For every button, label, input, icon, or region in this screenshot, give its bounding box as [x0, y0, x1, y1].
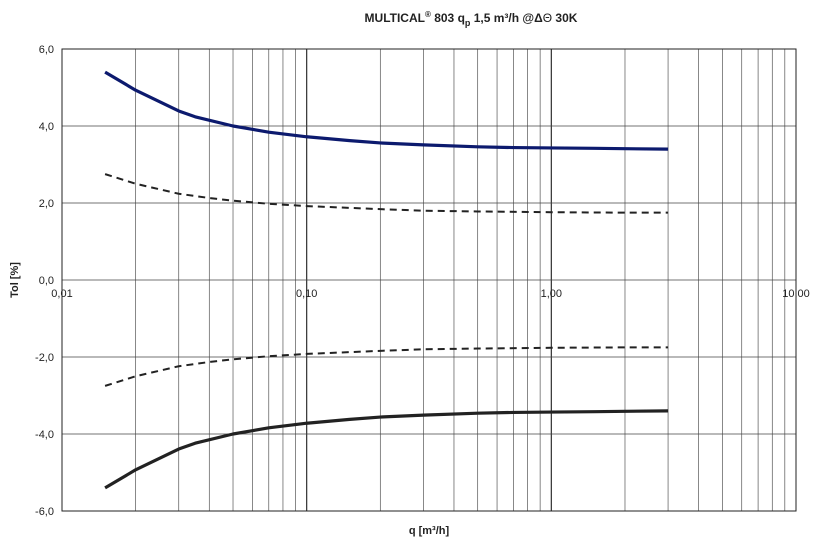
chart-title: MULTICAL® 803 qp 1,5 m³/h @ΔΘ 30K — [365, 10, 578, 28]
y-tick-label: 0,0 — [39, 275, 54, 287]
x-tick-label: 1,00 — [541, 288, 562, 300]
series-line-3 — [104, 346, 669, 387]
y-tick-label: 4,0 — [39, 121, 54, 133]
y-tick-label: -6,0 — [35, 506, 54, 518]
series-line-2 — [104, 173, 669, 214]
x-tick-label: 0,10 — [296, 288, 317, 300]
series-layer — [104, 70, 669, 490]
series-line-1 — [104, 70, 669, 151]
y-tick-label: 6,0 — [39, 44, 54, 56]
y-tick-label: -2,0 — [35, 352, 54, 364]
plot-frame — [61, 48, 797, 512]
series-line-4 — [104, 409, 669, 490]
y-tick-label: 2,0 — [39, 198, 54, 210]
x-tick-label: 10,00 — [782, 288, 810, 300]
grid — [61, 48, 797, 512]
y-axis-label: Tol [%] — [9, 262, 21, 298]
x-axis-label: q [m³/h] — [409, 525, 450, 537]
y-tick-label: -4,0 — [35, 429, 54, 441]
x-tick-label: 0,01 — [51, 288, 72, 300]
tick-labels: -6,0 -4,0 -2,0 0,0 2,0 4,0 6,0 0,01 0,10 1,00 10,0… — [35, 44, 810, 518]
